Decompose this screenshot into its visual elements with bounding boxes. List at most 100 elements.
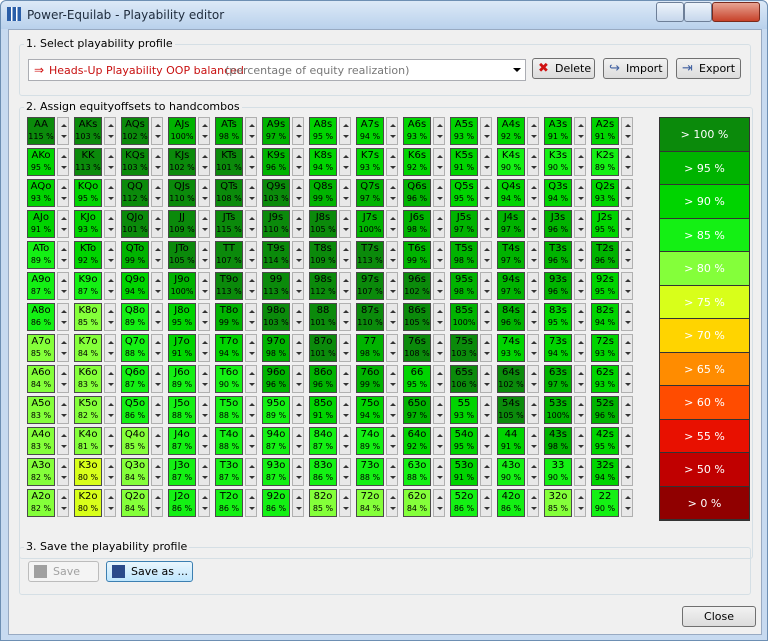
spinner[interactable] bbox=[621, 489, 633, 517]
spinner[interactable] bbox=[386, 148, 398, 176]
spinner[interactable] bbox=[245, 458, 257, 486]
spinner[interactable] bbox=[151, 148, 163, 176]
spinner[interactable] bbox=[198, 241, 210, 269]
hand-cell[interactable]: KQs 103 % bbox=[121, 148, 149, 176]
hand-cell[interactable]: A4o 83 % bbox=[27, 427, 55, 455]
spinner[interactable] bbox=[574, 179, 586, 207]
hand-cell[interactable]: 42o 86 % bbox=[497, 489, 525, 517]
spinner[interactable] bbox=[198, 427, 210, 455]
hand-cell[interactable]: A9s 97 % bbox=[262, 117, 290, 145]
hand-cell[interactable]: K9o 87 % bbox=[74, 272, 102, 300]
spinner[interactable] bbox=[386, 117, 398, 145]
hand-cell[interactable]: KJs 102 % bbox=[168, 148, 196, 176]
spinner[interactable] bbox=[433, 241, 445, 269]
hand-cell[interactable]: 74s 93 % bbox=[497, 334, 525, 362]
spinner[interactable] bbox=[151, 458, 163, 486]
spinner[interactable] bbox=[433, 458, 445, 486]
spinner[interactable] bbox=[292, 241, 304, 269]
hand-cell[interactable]: 85s 100% bbox=[450, 303, 478, 331]
spinner[interactable] bbox=[151, 427, 163, 455]
spinner[interactable] bbox=[151, 365, 163, 393]
hand-cell[interactable]: K7s 93 % bbox=[356, 148, 384, 176]
hand-cell[interactable]: Q6o 87 % bbox=[121, 365, 149, 393]
spinner[interactable] bbox=[104, 148, 116, 176]
hand-cell[interactable]: J9s 110 % bbox=[262, 210, 290, 238]
hand-cell[interactable]: 88 101 % bbox=[309, 303, 337, 331]
spinner[interactable] bbox=[339, 210, 351, 238]
hand-cell[interactable]: A6o 84 % bbox=[27, 365, 55, 393]
spinner[interactable] bbox=[57, 427, 69, 455]
hand-cell[interactable]: Q9o 94 % bbox=[121, 272, 149, 300]
spinner[interactable] bbox=[621, 303, 633, 331]
minimize-button[interactable] bbox=[656, 2, 684, 22]
hand-cell[interactable]: 77 98 % bbox=[356, 334, 384, 362]
spinner[interactable] bbox=[527, 489, 539, 517]
hand-cell[interactable]: 53o 91 % bbox=[450, 458, 478, 486]
hand-cell[interactable]: T7o 94 % bbox=[215, 334, 243, 362]
spinner[interactable] bbox=[57, 365, 69, 393]
spinner[interactable] bbox=[621, 148, 633, 176]
hand-cell[interactable]: J7o 91 % bbox=[168, 334, 196, 362]
hand-cell[interactable]: A3o 82 % bbox=[27, 458, 55, 486]
spinner[interactable] bbox=[292, 334, 304, 362]
spinner[interactable] bbox=[104, 210, 116, 238]
spinner[interactable] bbox=[104, 117, 116, 145]
hand-cell[interactable]: 76s 108 % bbox=[403, 334, 431, 362]
spinner[interactable] bbox=[104, 334, 116, 362]
hand-cell[interactable]: 32s 94 % bbox=[591, 458, 619, 486]
spinner[interactable] bbox=[527, 303, 539, 331]
hand-cell[interactable]: J2o 86 % bbox=[168, 489, 196, 517]
spinner[interactable] bbox=[574, 148, 586, 176]
spinner[interactable] bbox=[245, 148, 257, 176]
spinner[interactable] bbox=[527, 334, 539, 362]
spinner[interactable] bbox=[245, 179, 257, 207]
spinner[interactable] bbox=[339, 427, 351, 455]
spinner[interactable] bbox=[292, 427, 304, 455]
hand-cell[interactable]: T4s 97 % bbox=[497, 241, 525, 269]
hand-cell[interactable]: 95s 98 % bbox=[450, 272, 478, 300]
spinner[interactable] bbox=[104, 241, 116, 269]
hand-cell[interactable]: 43s 98 % bbox=[544, 427, 572, 455]
spinner[interactable] bbox=[527, 458, 539, 486]
spinner[interactable] bbox=[574, 365, 586, 393]
spinner[interactable] bbox=[104, 272, 116, 300]
hand-cell[interactable]: ATs 98 % bbox=[215, 117, 243, 145]
spinner[interactable] bbox=[57, 179, 69, 207]
hand-cell[interactable]: 98o 103 % bbox=[262, 303, 290, 331]
spinner[interactable] bbox=[480, 179, 492, 207]
spinner[interactable] bbox=[57, 272, 69, 300]
hand-cell[interactable]: Q2o 84 % bbox=[121, 489, 149, 517]
spinner[interactable] bbox=[386, 334, 398, 362]
spinner[interactable] bbox=[104, 303, 116, 331]
spinner[interactable] bbox=[57, 334, 69, 362]
spinner[interactable] bbox=[527, 365, 539, 393]
spinner[interactable] bbox=[527, 179, 539, 207]
spinner[interactable] bbox=[386, 458, 398, 486]
spinner[interactable] bbox=[245, 272, 257, 300]
hand-cell[interactable]: Q4o 85 % bbox=[121, 427, 149, 455]
hand-cell[interactable]: 85o 91 % bbox=[309, 396, 337, 424]
hand-cell[interactable]: T6s 99 % bbox=[403, 241, 431, 269]
hand-cell[interactable]: AKs 103 % bbox=[74, 117, 102, 145]
spinner[interactable] bbox=[198, 117, 210, 145]
button[interactable]: ↪ Import bbox=[603, 58, 668, 79]
hand-cell[interactable]: J6s 98 % bbox=[403, 210, 431, 238]
spinner[interactable] bbox=[245, 365, 257, 393]
hand-cell[interactable]: 63o 88 % bbox=[403, 458, 431, 486]
hand-cell[interactable]: T9o 113 % bbox=[215, 272, 243, 300]
hand-cell[interactable]: T5o 88 % bbox=[215, 396, 243, 424]
spinner[interactable] bbox=[339, 272, 351, 300]
spinner[interactable] bbox=[386, 365, 398, 393]
spinner[interactable] bbox=[621, 365, 633, 393]
spinner[interactable] bbox=[480, 272, 492, 300]
hand-cell[interactable]: TT 107 % bbox=[215, 241, 243, 269]
hand-cell[interactable]: J4s 97 % bbox=[497, 210, 525, 238]
spinner[interactable] bbox=[198, 458, 210, 486]
spinner[interactable] bbox=[57, 210, 69, 238]
spinner[interactable] bbox=[527, 396, 539, 424]
hand-cell[interactable]: 96o 96 % bbox=[262, 365, 290, 393]
hand-cell[interactable]: 95o 89 % bbox=[262, 396, 290, 424]
spinner[interactable] bbox=[621, 179, 633, 207]
hand-cell[interactable]: Q6s 96 % bbox=[403, 179, 431, 207]
hand-cell[interactable]: 62o 84 % bbox=[403, 489, 431, 517]
